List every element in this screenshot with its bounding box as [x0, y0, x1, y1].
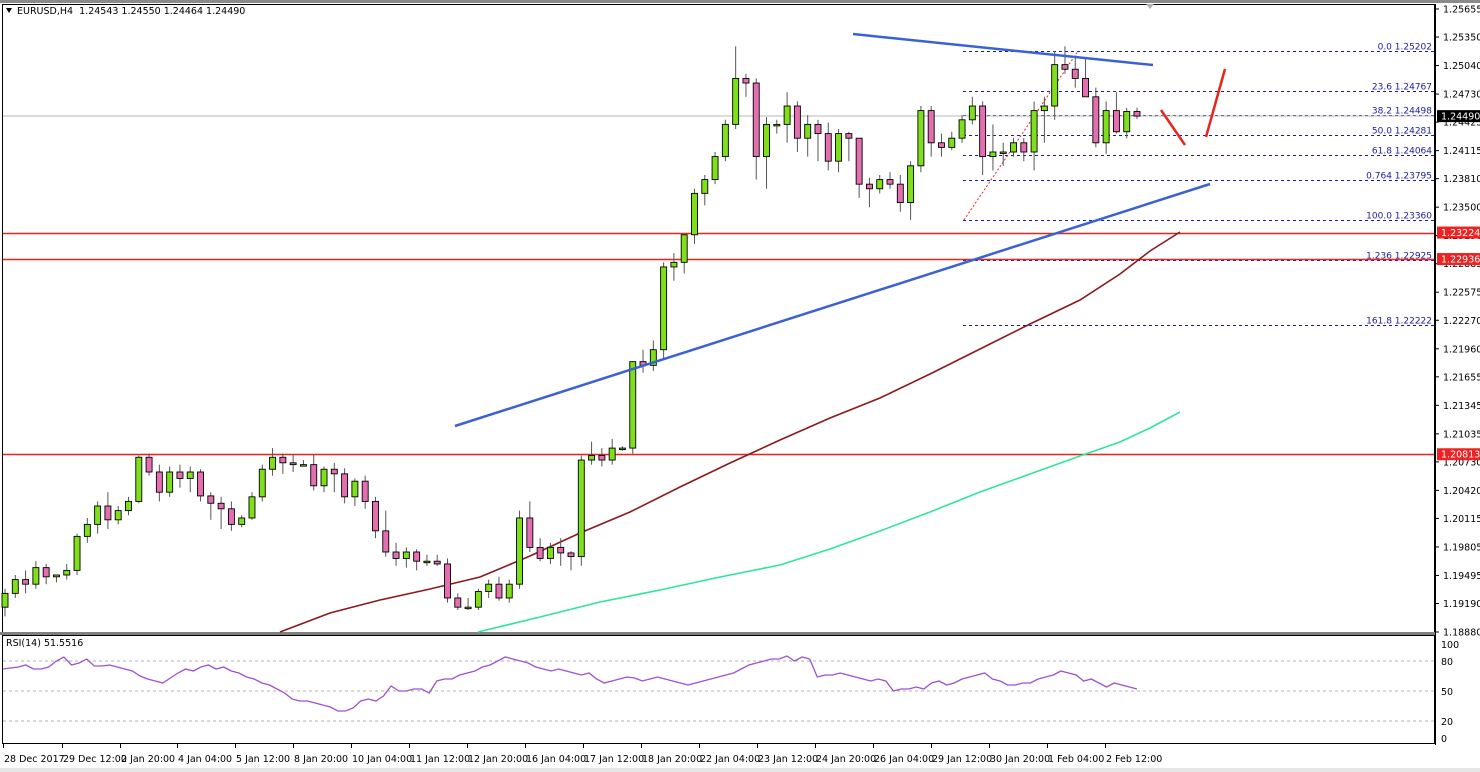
status-strip — [0, 768, 1480, 772]
ohlc-values: 1.24543 1.24550 1.24464 1.24490 — [79, 6, 246, 17]
svg-text:0: 0 — [1441, 734, 1447, 745]
time-tick-label: 5 Jan 12:00 — [236, 754, 290, 765]
price-tick-label: 1.20115 — [1443, 514, 1480, 525]
projection-path-icon-2[interactable] — [1204, 68, 1227, 138]
candlestick-series — [1, 46, 1141, 617]
time-tick-label: 18 Jan 20:00 — [642, 754, 702, 765]
price-tick-label: 1.25655 — [1443, 5, 1480, 16]
time-tick-label: 11 Jan 12:00 — [410, 754, 470, 765]
fib-level-label: 100.0 1.23360 — [1366, 212, 1432, 222]
time-tick-label: 1 Feb 04:00 — [1048, 754, 1104, 765]
current-price-tag — [1437, 110, 1480, 123]
fibonacci-levels[interactable] — [963, 51, 1434, 326]
price-tick-label: 1.19805 — [1443, 542, 1480, 553]
projection-path-icon[interactable] — [1159, 109, 1187, 146]
horizontal-resistance-levels[interactable] — [3, 232, 1434, 456]
time-tick-label: 2 Jan 20:00 — [121, 754, 175, 765]
fib-level-label: 0.0 1.25202 — [1378, 43, 1432, 53]
fib-level-label: 61.8 1.24064 — [1372, 147, 1432, 157]
time-tick-label: 22 Jan 04:00 — [700, 754, 760, 765]
window-top-border — [0, 0, 1480, 3]
price-tick-label: 1.23500 — [1443, 203, 1480, 214]
time-tick-label: 17 Jan 12:00 — [584, 754, 644, 765]
svg-text:1.24490: 1.24490 — [1441, 112, 1480, 123]
price-tick-label: 1.21035 — [1443, 429, 1480, 440]
price-tick-label: 1.18880 — [1443, 628, 1480, 639]
level-price-tag — [1437, 226, 1480, 239]
price-tick-label: 1.20420 — [1443, 486, 1480, 497]
price-tick-label: 1.21960 — [1443, 344, 1480, 355]
price-tick-label: 1.23810 — [1443, 174, 1480, 185]
time-tick-label: 30 Jan 20:00 — [990, 754, 1050, 765]
fib-level-label: 50.0 1.24281 — [1372, 127, 1432, 137]
rsi-levels — [3, 660, 1434, 722]
svg-text:80: 80 — [1441, 657, 1453, 668]
svg-text:20: 20 — [1441, 717, 1453, 728]
price-tick-label: 1.24730 — [1443, 90, 1480, 101]
svg-text:100: 100 — [1441, 640, 1459, 651]
time-tick-label: 23 Jan 12:00 — [758, 754, 818, 765]
fib-level-label: 23.6 1.24767 — [1372, 83, 1432, 93]
svg-text:1.22936: 1.22936 — [1441, 255, 1480, 266]
price-tick-label: 1.20730 — [1443, 457, 1480, 468]
time-tick-label: 29 Jan 12:00 — [932, 754, 992, 765]
price-panel-border — [2, 4, 1435, 633]
rsi-axis: 100 80 50 20 0 — [1441, 640, 1459, 745]
fib-level-label: 0.764 1.23795 — [1366, 172, 1432, 182]
level-price-tag — [1437, 253, 1480, 266]
time-tick-label: 2 Feb 12:00 — [1106, 754, 1162, 765]
time-tick-label: 16 Jan 04:00 — [526, 754, 586, 765]
symbol-label: EURUSD,H4 — [17, 6, 74, 17]
dropdown-triangle-icon[interactable] — [6, 8, 12, 13]
price-tick-label: 1.24425 — [1443, 118, 1480, 129]
price-tick-label: 1.21345 — [1443, 401, 1480, 412]
price-tick-label: 1.21655 — [1443, 372, 1480, 383]
price-tick-label: 1.19495 — [1443, 571, 1480, 582]
rsi-line — [2, 655, 1138, 712]
time-tick-label: 4 Jan 04:00 — [178, 754, 232, 765]
moving-average-lines — [279, 231, 1181, 633]
rsi-panel-border — [2, 635, 1435, 744]
price-tick-label: 1.19190 — [1443, 599, 1480, 610]
chart-shift-marker-icon[interactable] — [1146, 4, 1154, 9]
price-tags: 1.23224 1.22936 1.20813 1.24490 — [1437, 110, 1480, 461]
rsi-indicator-label: RSI(14) 51.5516 — [6, 638, 84, 649]
fib-level-label: 38.2 1.24498 — [1372, 107, 1432, 117]
time-tick-label: 10 Jan 04:00 — [352, 754, 412, 765]
price-tick-label: 1.22575 — [1443, 288, 1480, 299]
price-tick-label: 1.25040 — [1443, 61, 1480, 72]
time-tick-label: 26 Jan 04:00 — [874, 754, 934, 765]
fibonacci-diagonal-icon[interactable] — [963, 50, 1079, 221]
trendlines[interactable] — [454, 32, 1211, 428]
time-tick-label: 8 Jan 20:00 — [294, 754, 348, 765]
price-tick-label: 1.25350 — [1443, 33, 1480, 44]
chart-header[interactable]: EURUSD,H4 1.24543 1.24550 1.24464 1.2449… — [6, 6, 245, 17]
time-tick-label: 28 Dec 2017 — [4, 754, 65, 765]
price-tick-label: 1.24115 — [1443, 146, 1480, 157]
fibonacci-labels: 0.0 1.25202 23.6 1.24767 38.2 1.24498 50.0 … — [1366, 43, 1432, 327]
time-tick-label: 12 Jan 20:00 — [468, 754, 528, 765]
time-tick-label: 29 Dec 12:00 — [63, 754, 127, 765]
price-tick-label: 1.22270 — [1443, 316, 1480, 327]
fib-level-label: 1.236 1.22925 — [1366, 252, 1432, 262]
svg-text:50: 50 — [1441, 687, 1453, 698]
level-price-tag — [1437, 448, 1480, 461]
svg-text:1.23224: 1.23224 — [1441, 228, 1480, 239]
svg-text:1.20813: 1.20813 — [1441, 450, 1480, 461]
fib-level-label: 161.8 1.22222 — [1366, 317, 1432, 327]
time-tick-label: 24 Jan 20:00 — [816, 754, 876, 765]
